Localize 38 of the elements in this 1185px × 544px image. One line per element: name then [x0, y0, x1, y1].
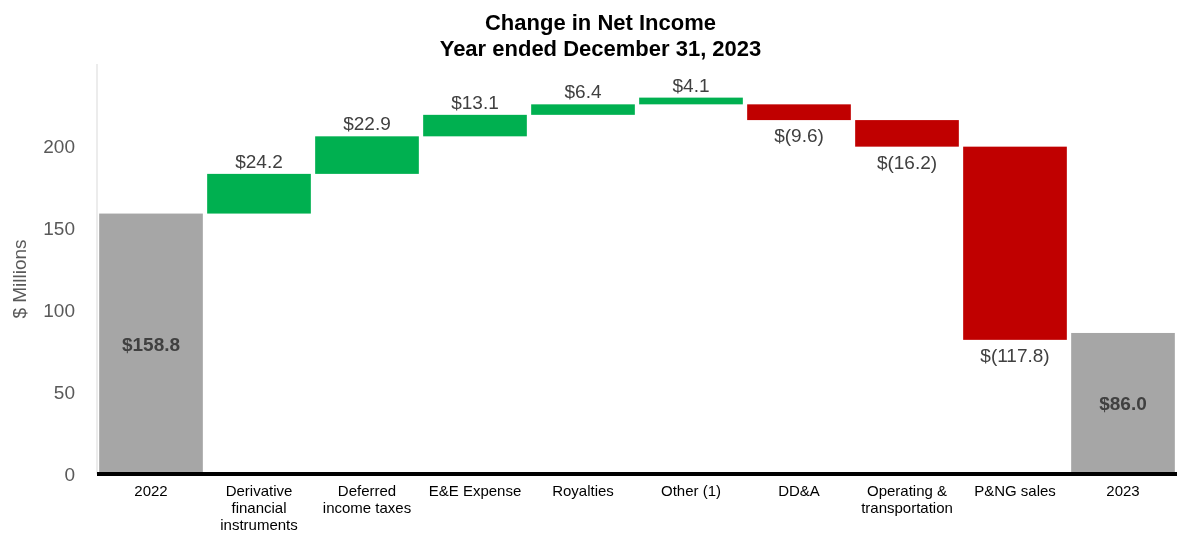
bar	[963, 146, 1067, 340]
bar	[315, 136, 419, 174]
x-tick-label: 2023	[1106, 482, 1140, 499]
data-label: $4.1	[672, 74, 710, 96]
data-label: $6.4	[564, 81, 602, 103]
bar	[423, 114, 527, 137]
data-label: $(16.2)	[876, 151, 938, 173]
data-label: $(9.6)	[774, 125, 824, 147]
y-tick-label: 200	[43, 136, 75, 157]
y-tick-label: 50	[53, 382, 75, 403]
data-label: $22.9	[343, 113, 391, 135]
bar	[531, 104, 635, 115]
data-label: $158.8	[121, 333, 181, 355]
x-tick-label: E&E Expense	[428, 482, 522, 499]
data-label: $24.2	[235, 150, 283, 172]
data-label: $86.0	[1099, 393, 1147, 415]
y-tick-label: 100	[43, 300, 75, 321]
chart-subtitle: Year ended December 31, 2023	[439, 36, 762, 61]
bar	[1071, 332, 1175, 474]
data-label: $(117.8)	[980, 344, 1050, 366]
bar	[207, 173, 311, 214]
x-tick-label: Deferred income taxes	[322, 482, 412, 516]
y-axis-title: $ Millions	[9, 239, 30, 319]
x-tick-label: Derivative financial instruments	[220, 482, 298, 533]
x-tick-label: Other (1)	[660, 482, 722, 499]
bar	[747, 104, 851, 121]
data-label: $13.1	[451, 91, 499, 113]
chart-title: Change in Net Income	[484, 10, 717, 35]
x-tick-label: Operating & transportation	[861, 482, 953, 516]
bar	[639, 97, 743, 105]
bar	[99, 213, 203, 474]
bar	[855, 120, 959, 147]
y-tick-label: 0	[64, 464, 75, 485]
x-tick-label: P&NG sales	[974, 482, 1056, 499]
y-tick-label: 150	[43, 218, 75, 239]
x-tick-label: Royalties	[552, 482, 614, 499]
x-tick-label: 2022	[134, 482, 168, 499]
x-tick-label: DD&A	[778, 482, 820, 499]
